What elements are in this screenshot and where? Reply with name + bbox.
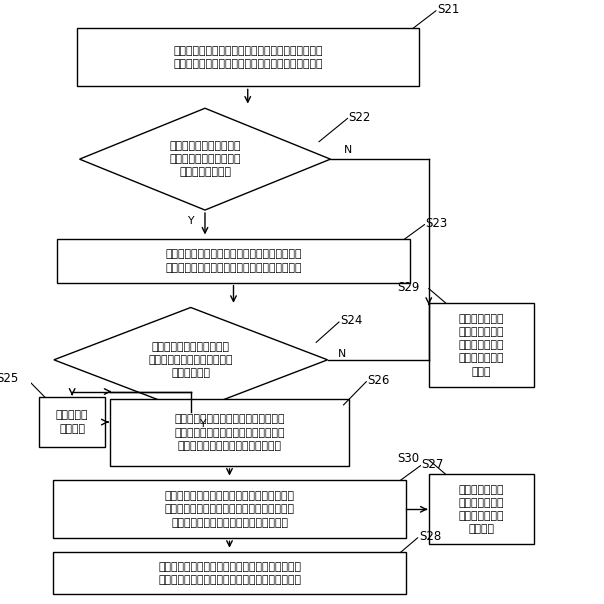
Text: Y: Y — [187, 216, 194, 225]
Text: N: N — [338, 349, 346, 359]
Text: 确定所述进给轨
道上无样本架，
结束对所述样本
分析仪的清场控
制流程: 确定所述进给轨 道上无样本架， 结束对所述样本 分析仪的清场控 制流程 — [459, 314, 504, 377]
Text: S22: S22 — [349, 111, 371, 124]
Polygon shape — [54, 307, 327, 412]
Text: S30: S30 — [397, 452, 420, 465]
Text: S25: S25 — [0, 372, 19, 385]
Text: S21: S21 — [437, 3, 460, 16]
Bar — [77, 28, 419, 86]
Text: N: N — [344, 146, 352, 155]
Text: S26: S26 — [367, 374, 390, 387]
Text: 根据所述样本架的数量信息对所述进给轨道上的各
个样本架进行扫描识别，以获得对应的样本架信息: 根据所述样本架的数量信息对所述进给轨道上的各 个样本架进行扫描识别，以获得对应的… — [158, 562, 301, 585]
Text: S28: S28 — [419, 530, 441, 543]
Polygon shape — [80, 108, 330, 210]
Bar — [53, 480, 406, 538]
Bar — [57, 239, 410, 283]
Bar — [110, 399, 349, 466]
Text: S23: S23 — [426, 217, 448, 230]
Bar — [39, 397, 105, 447]
Text: 在进给轨道的正向运行过
程中，检测所述第一标识
位是否有样本达到: 在进给轨道的正向运行过 程中，检测所述第一标识 位是否有样本达到 — [169, 141, 241, 178]
Text: 根据所述进给轨道在所述反方向运行过
程中实际运行的步数，确定所述进给轨
道在所述反方向运行过程中的位移量: 根据所述进给轨道在所述反方向运行过 程中实际运行的步数，确定所述进给轨 道在所述… — [174, 414, 284, 451]
Text: 获取清场指令后，控制所述进给轨道以第一步距由第
二标识位方向向第一标识位方向正向运行第一预设步: 获取清场指令后，控制所述进给轨道以第一步距由第 二标识位方向向第一标识位方向正向… — [173, 46, 323, 69]
Text: S29: S29 — [397, 281, 420, 294]
Bar — [53, 553, 406, 594]
Text: 结束对所述样本
分析仪的清场控
制流程，并上报
故障信息: 结束对所述样本 分析仪的清场控 制流程，并上报 故障信息 — [459, 484, 504, 534]
Text: 根据所述位移量、所述第一标识位与第二标识
位之间的距离以及所述进给轨道上的样本架间
距确定所述进给轨道上样本架的数量信息: 根据所述位移量、所述第一标识位与第二标识 位之间的距离以及所述进给轨道上的样本架… — [164, 491, 295, 527]
Text: 停止进给轨
道的运行: 停止进给轨 道的运行 — [56, 411, 88, 434]
Bar — [429, 303, 534, 387]
Text: Y: Y — [199, 419, 205, 429]
Text: S27: S27 — [422, 458, 444, 471]
Text: 控制所述进给轨道以第二步距由所述第一标识位
方向向所述第二标识位方向反向运行第二预设步: 控制所述进给轨道以第二步距由所述第一标识位 方向向所述第二标识位方向反向运行第二… — [165, 249, 302, 272]
Bar — [429, 474, 534, 544]
Text: 在进给轨道的反向运行过程
中，检测所述第二标识位是否
有样本架到达: 在进给轨道的反向运行过程 中，检测所述第二标识位是否 有样本架到达 — [149, 342, 233, 378]
Text: S24: S24 — [340, 314, 362, 327]
